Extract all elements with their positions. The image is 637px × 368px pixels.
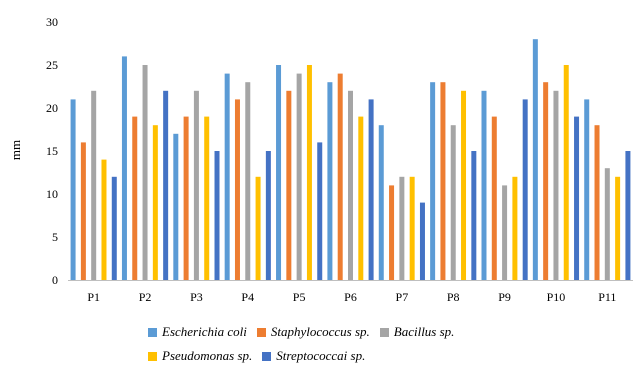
bar [111,176,117,280]
bar [183,116,189,280]
bar [389,185,395,280]
bar [574,116,580,280]
bar [419,202,425,280]
bar [296,73,302,280]
bar [132,116,138,280]
bar [594,125,600,280]
bar [491,116,497,280]
bar [265,151,271,280]
y-tick-label: 15 [46,144,58,158]
y-tick-label: 20 [46,101,58,115]
x-tick-label: P8 [447,290,460,304]
x-tick-label: P3 [190,290,203,304]
x-tick-label: P4 [241,290,254,304]
bar [173,133,179,280]
bar [450,125,456,280]
bar [522,99,528,281]
y-axis-ticks: 0 5 10 15 20 25 30 [46,15,58,287]
x-tick-label: P6 [344,290,357,304]
legend-row-2: Pseudomonas sp. Streptococcai sp. [148,348,375,364]
bar [358,116,364,280]
x-tick-label: P5 [293,290,306,304]
bar [91,90,97,280]
bar [255,176,261,280]
bar [563,65,569,280]
bar [409,176,415,280]
bar [234,99,240,281]
x-tick-label: P1 [87,290,100,304]
bar [245,82,251,280]
x-axis-ticks: P1 P2 P3 P4 P5 P6 P7 P8 P9 P10 P11 [87,290,616,304]
legend-row-1: Escherichia coli Staphylococcus sp. Baci… [148,324,464,340]
bar [481,90,487,280]
y-tick-label: 30 [46,15,58,29]
bar [584,99,590,281]
bar [553,90,559,280]
x-tick-label: P10 [547,290,566,304]
bar [193,90,199,280]
x-tick-label: P2 [139,290,152,304]
bars [70,39,631,281]
legend-label: Pseudomonas sp. [162,348,253,363]
bar [502,185,508,280]
bar [80,142,86,280]
legend-item-escherichia-coli: Escherichia coli [148,324,247,340]
bar [327,82,333,280]
bar [286,90,292,280]
bar [604,168,610,280]
legend-label: Staphylococcus sp. [270,324,370,339]
bar-chart: mm 0 5 10 15 20 25 30 P1 P2 P3 P4 P5 P6 P7 P8 P9 P10 P11 [8,15,633,304]
legend-swatch [256,327,266,337]
y-tick-label: 10 [46,187,58,201]
bar [512,176,518,280]
bar [378,125,384,280]
bar [101,159,107,280]
x-tick-label: P9 [498,290,511,304]
bar [142,65,148,280]
y-tick-label: 5 [52,230,58,244]
y-axis-label: mm [8,140,23,160]
bar [625,151,631,280]
bar [532,39,538,281]
bar [348,90,353,280]
legend-swatch [148,351,157,361]
legend-label: Escherichia coli [162,324,247,339]
bar [204,116,210,280]
bar [461,90,467,280]
bar [615,176,621,280]
bar [440,82,446,280]
y-tick-label: 0 [52,273,58,287]
x-tick-label: P11 [598,290,616,304]
bar [70,99,76,281]
legend-item-streptococcai: Streptococcai sp. [262,348,365,364]
bar [368,99,374,281]
bar [163,90,169,280]
legend-label: Bacillus sp. [393,324,455,339]
legend-item-pseudomonas: Pseudomonas sp. [148,348,252,364]
x-tick-label: P7 [396,290,409,304]
legend-swatch [148,327,157,337]
legend-item-staphylococcus: Staphylococcus sp. [256,324,370,340]
bar [471,151,477,280]
bar [399,176,405,280]
legend-swatch [262,351,272,361]
bar [152,125,158,280]
bar [214,151,220,280]
bar [543,82,549,280]
bar [224,73,230,280]
bar [306,65,312,280]
y-tick-label: 25 [46,58,58,72]
legend-swatch [379,327,389,337]
legend-label: Streptococcai sp. [276,348,366,363]
bar [337,73,343,280]
bar [430,82,436,280]
bar [276,65,282,280]
bar [317,142,323,280]
bar [121,56,127,281]
legend-item-bacillus: Bacillus sp. [379,324,455,340]
